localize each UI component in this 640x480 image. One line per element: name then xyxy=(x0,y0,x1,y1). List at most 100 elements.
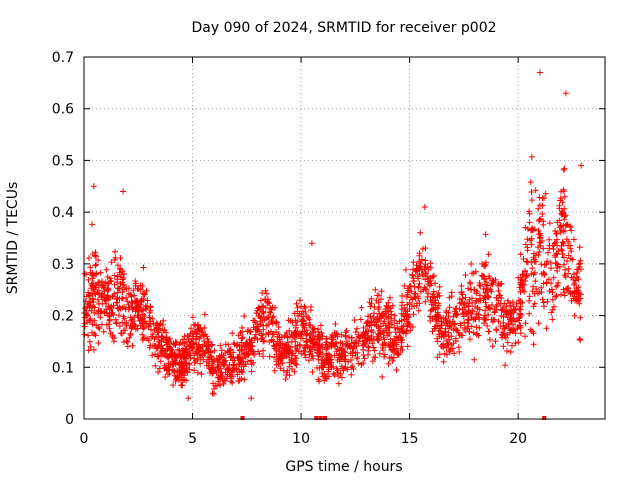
data-point xyxy=(545,249,551,256)
data-point xyxy=(152,351,159,358)
data-point xyxy=(321,371,328,378)
data-point xyxy=(470,329,477,336)
data-point xyxy=(155,353,162,360)
data-point xyxy=(556,205,563,212)
data-point xyxy=(114,289,121,296)
data-point xyxy=(248,395,255,402)
data-point xyxy=(132,280,139,287)
data-point xyxy=(316,336,323,343)
data-point xyxy=(573,273,580,280)
data-point xyxy=(324,352,331,359)
data-point xyxy=(422,286,429,292)
y-tick-label: 0.6 xyxy=(52,102,74,118)
data-point xyxy=(340,345,346,352)
data-point xyxy=(530,341,537,348)
data-point xyxy=(450,313,457,320)
data-point xyxy=(261,337,268,344)
data-point xyxy=(163,329,170,336)
data-point xyxy=(307,344,314,351)
data-point xyxy=(237,357,244,364)
data-point xyxy=(546,236,553,243)
data-point xyxy=(256,350,263,357)
data-point xyxy=(576,336,583,342)
data-point xyxy=(560,188,567,195)
data-point xyxy=(565,270,572,277)
data-point xyxy=(349,363,356,370)
data-point xyxy=(532,187,539,194)
data-point xyxy=(295,348,302,355)
data-point xyxy=(143,287,150,294)
data-point xyxy=(476,282,483,289)
data-point xyxy=(577,257,584,264)
data-point xyxy=(316,349,323,356)
data-point xyxy=(554,251,561,258)
data-point xyxy=(522,274,529,281)
data-point xyxy=(298,303,305,310)
data-point xyxy=(535,320,542,327)
data-point xyxy=(333,330,340,337)
data-point xyxy=(253,310,260,317)
data-point xyxy=(510,315,517,322)
data-point xyxy=(572,277,579,284)
data-point xyxy=(482,316,489,323)
data-point xyxy=(382,322,389,329)
data-point xyxy=(96,300,102,307)
x-axis-label: GPS time / hours xyxy=(285,459,402,475)
data-point xyxy=(248,348,255,355)
data-point xyxy=(285,343,292,350)
data-point xyxy=(517,330,524,337)
data-point xyxy=(360,324,367,331)
data-point xyxy=(368,327,375,334)
data-point xyxy=(85,276,92,283)
data-point xyxy=(104,287,111,294)
data-point xyxy=(556,263,563,270)
data-point xyxy=(314,364,320,371)
data-point xyxy=(327,356,334,363)
data-point xyxy=(385,299,392,306)
data-point xyxy=(374,333,380,340)
data-point xyxy=(516,284,523,291)
data-point xyxy=(554,282,561,289)
data-point xyxy=(123,294,130,301)
data-point xyxy=(510,321,516,328)
data-point xyxy=(407,327,414,334)
data-point xyxy=(456,348,463,355)
zero-marker xyxy=(322,416,327,420)
data-point xyxy=(526,310,533,317)
data-point xyxy=(334,357,341,363)
data-point xyxy=(282,341,289,348)
data-point xyxy=(190,314,196,321)
data-point xyxy=(172,352,179,358)
data-point xyxy=(270,313,277,320)
data-point xyxy=(302,320,309,327)
data-point xyxy=(110,338,117,345)
data-point xyxy=(190,344,196,350)
data-point xyxy=(97,269,104,276)
data-point xyxy=(323,346,330,353)
data-point xyxy=(365,343,371,350)
data-point xyxy=(277,365,284,372)
data-point xyxy=(210,390,217,397)
data-point xyxy=(546,242,553,249)
data-point xyxy=(503,303,510,310)
data-point xyxy=(185,395,192,402)
data-point xyxy=(123,322,130,329)
data-point xyxy=(209,358,216,365)
data-point xyxy=(387,294,393,301)
data-point xyxy=(408,288,415,295)
data-point xyxy=(257,314,264,321)
data-point xyxy=(484,322,491,329)
data-point xyxy=(391,324,398,331)
data-point xyxy=(369,340,376,347)
data-point xyxy=(256,304,262,311)
data-point xyxy=(176,369,183,376)
data-point xyxy=(179,351,186,358)
data-point xyxy=(255,305,262,312)
data-point xyxy=(141,324,148,331)
data-point xyxy=(529,288,536,295)
data-point xyxy=(476,324,483,331)
data-point xyxy=(155,369,162,375)
data-point xyxy=(350,345,357,352)
data-point xyxy=(120,188,127,195)
data-point xyxy=(308,303,314,310)
